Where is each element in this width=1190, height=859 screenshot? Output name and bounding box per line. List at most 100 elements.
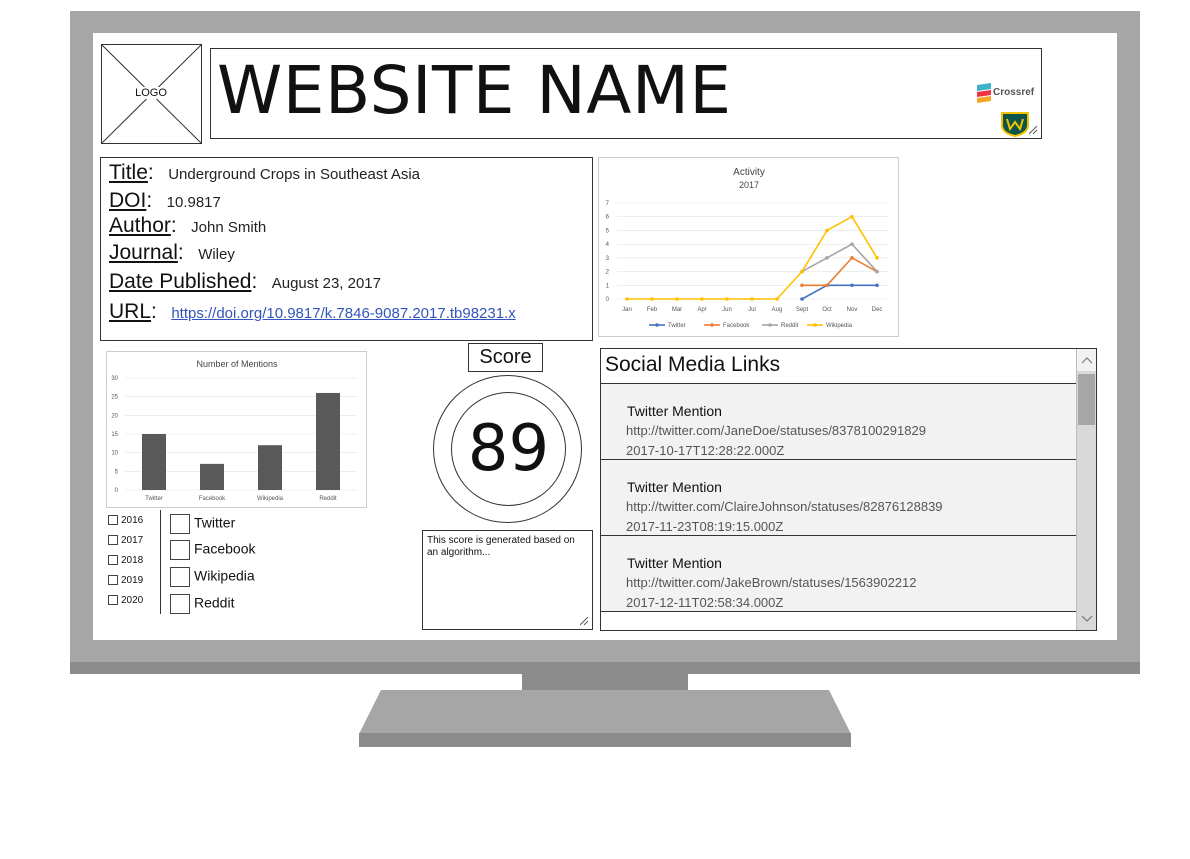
platform-filter-wikipedia[interactable]: Wikipedia: [170, 567, 255, 587]
chevron-up-icon: [1081, 357, 1093, 364]
year-filter-2018[interactable]: 2018: [108, 555, 143, 566]
y-tick-label: 15: [111, 432, 118, 438]
data-point: [800, 297, 804, 301]
scroll-thumb[interactable]: [1078, 374, 1095, 425]
data-point: [625, 297, 629, 301]
year-label: 2020: [121, 595, 144, 606]
data-point: [875, 256, 879, 260]
data-point: [775, 297, 779, 301]
legend-marker: [655, 323, 659, 327]
mention-url[interactable]: http://twitter.com/JakeBrown/statuses/15…: [626, 575, 917, 590]
year-label: 2017: [121, 535, 144, 546]
x-tick-label: Feb: [647, 307, 658, 313]
data-point: [875, 283, 879, 288]
data-point: [675, 297, 679, 301]
x-tick-label: Sept: [796, 307, 809, 313]
doi-link[interactable]: https://doi.org/10.9817/k.7846-9087.2017…: [171, 305, 516, 322]
scroll-down-button[interactable]: [1077, 608, 1096, 630]
x-tick-label: Dec: [872, 307, 883, 313]
year-filter-2019[interactable]: 2019: [108, 575, 143, 586]
social-header: Social Media Links: [601, 349, 1076, 384]
x-tick-label: Oct: [822, 307, 832, 313]
score-ring-inner: [451, 392, 566, 506]
x-tick-label: Wikipedia: [257, 496, 284, 502]
journal-value: Wiley: [198, 246, 235, 263]
checkbox[interactable]: [108, 555, 118, 566]
year-label: 2016: [121, 515, 144, 526]
data-point: [850, 242, 854, 246]
year-label: 2019: [121, 575, 144, 586]
resize-grip-icon[interactable]: [1029, 126, 1037, 134]
x-tick-label: Aug: [772, 307, 783, 313]
doi-value: 10.9817: [166, 194, 221, 211]
y-tick-label: 1: [606, 283, 610, 289]
checkbox[interactable]: [170, 594, 190, 614]
data-point: [825, 228, 829, 233]
score-note: This score is generated based on an algo…: [427, 535, 575, 558]
author-row: Author: John Smith: [109, 214, 267, 237]
mention-url[interactable]: http://twitter.com/JaneDoe/statuses/8378…: [626, 423, 926, 438]
x-tick-label: Twitter: [145, 496, 163, 502]
bar-twitter: [142, 434, 166, 490]
data-point: [825, 256, 829, 260]
title-label: Title: [109, 161, 148, 184]
data-point: [875, 269, 879, 274]
logo-placeholder: LOGO: [101, 44, 202, 144]
x-tick-label: Jul: [748, 307, 756, 313]
journal-row: Journal: Wiley: [109, 241, 235, 264]
scroll-up-button[interactable]: [1077, 349, 1096, 371]
checkbox[interactable]: [170, 540, 190, 560]
logo-label: LOGO: [133, 87, 169, 99]
y-tick-label: 30: [111, 376, 118, 382]
legend-label: Facebook: [723, 323, 750, 329]
y-tick-label: 20: [111, 413, 118, 419]
mention-title: Twitter Mention: [627, 555, 722, 571]
y-tick-label: 0: [115, 488, 119, 494]
year-filter-2016[interactable]: 2016: [108, 515, 143, 526]
checkbox[interactable]: [170, 567, 190, 587]
resize-grip-icon[interactable]: [580, 617, 588, 625]
y-tick-label: 3: [606, 256, 610, 262]
y-tick-label: 5: [115, 469, 119, 475]
platform-filter-facebook[interactable]: Facebook: [170, 540, 255, 560]
title-row: Title: Underground Crops in Southeast As…: [109, 161, 421, 184]
platform-label: Reddit: [194, 594, 235, 611]
date-value: August 23, 2017: [271, 275, 381, 292]
social-mention-item[interactable]: Twitter Mention http://twitter.com/JaneDo…: [601, 384, 1076, 460]
bar-reddit: [316, 392, 340, 490]
year-filter-2020[interactable]: 2020: [108, 595, 143, 606]
mention-timestamp: 2017-11-23T08:19:15.000Z: [626, 519, 784, 534]
data-point: [700, 297, 704, 301]
title-value: Underground Crops in Southeast Asia: [168, 166, 421, 183]
mention-url[interactable]: http://twitter.com/ClaireJohnson/statuse…: [626, 499, 943, 514]
year-filter-2017[interactable]: 2017: [108, 535, 143, 546]
crossref-icon[interactable]: [977, 83, 993, 103]
bar-facebook: [200, 463, 224, 490]
activity-chart: Activity 2017 0 1 2 3 4 5 6 7 Jan Feb Mar Apr Jun Jul…: [598, 157, 899, 337]
platform-filter-reddit[interactable]: Reddit: [170, 594, 234, 614]
checkbox[interactable]: [108, 575, 118, 586]
checkbox[interactable]: [108, 535, 118, 546]
score-heading: Score: [468, 343, 543, 372]
legend-label: Reddit: [781, 323, 799, 329]
x-tick-label: Mar: [672, 307, 682, 313]
social-mention-item[interactable]: Twitter Mention http://twitter.com/Claire…: [601, 460, 1076, 536]
data-point: [850, 214, 854, 219]
site-name[interactable]: WEBSITE NAME: [217, 52, 732, 129]
university-shield-icon[interactable]: [1000, 111, 1030, 137]
data-point: [850, 256, 854, 260]
checkbox[interactable]: [108, 515, 118, 526]
x-tick-label: Facebook: [199, 496, 226, 502]
social-scrollbar[interactable]: [1076, 349, 1096, 630]
site-header: WEBSITE NAME Crossref: [210, 48, 1042, 139]
data-point: [800, 269, 804, 274]
social-mention-item[interactable]: Twitter Mention http://twitter.com/JakeBr…: [601, 536, 1076, 612]
score-note-textarea[interactable]: This score is generated based on an algo…: [422, 530, 593, 630]
checkbox[interactable]: [108, 595, 118, 606]
checkbox[interactable]: [170, 514, 190, 534]
score-ring-outer: [433, 375, 582, 523]
url-row: URL: https://doi.org/10.9817/k.7846-9087…: [109, 300, 516, 323]
y-tick-label: 4: [606, 242, 610, 248]
platform-filter-twitter[interactable]: Twitter: [170, 514, 235, 534]
year-label: 2018: [121, 555, 144, 566]
